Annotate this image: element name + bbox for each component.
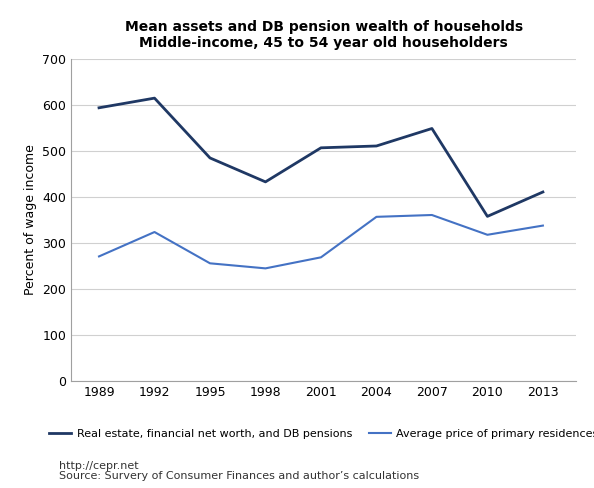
Average price of primary residences — [151, 229, 158, 235]
Real estate, financial net worth, and DB pensions — [484, 213, 491, 219]
Text: Source: Survery of Consumer Finances and author’s calculations: Source: Survery of Consumer Finances and… — [59, 471, 419, 481]
Text: http://cepr.net: http://cepr.net — [59, 462, 139, 471]
Real estate, financial net worth, and DB pensions — [428, 125, 435, 131]
Average price of primary residences — [262, 265, 269, 271]
Real estate, financial net worth, and DB pensions — [151, 95, 158, 101]
Real estate, financial net worth, and DB pensions — [539, 189, 546, 195]
Average price of primary residences — [428, 212, 435, 218]
Average price of primary residences — [207, 261, 214, 266]
Average price of primary residences — [484, 232, 491, 238]
Line: Real estate, financial net worth, and DB pensions: Real estate, financial net worth, and DB… — [99, 98, 543, 216]
Real estate, financial net worth, and DB pensions — [262, 179, 269, 185]
Line: Average price of primary residences: Average price of primary residences — [99, 215, 543, 268]
Y-axis label: Percent of wage income: Percent of wage income — [24, 144, 37, 295]
Legend: Real estate, financial net worth, and DB pensions, Average price of primary resi: Real estate, financial net worth, and DB… — [45, 425, 594, 444]
Real estate, financial net worth, and DB pensions — [317, 145, 324, 151]
Average price of primary residences — [539, 223, 546, 228]
Average price of primary residences — [373, 214, 380, 220]
Real estate, financial net worth, and DB pensions — [96, 105, 103, 111]
Real estate, financial net worth, and DB pensions — [207, 155, 214, 161]
Average price of primary residences — [317, 254, 324, 260]
Title: Mean assets and DB pension wealth of households
Middle-income, 45 to 54 year old: Mean assets and DB pension wealth of hou… — [125, 20, 523, 50]
Average price of primary residences — [96, 253, 103, 259]
Real estate, financial net worth, and DB pensions — [373, 143, 380, 149]
